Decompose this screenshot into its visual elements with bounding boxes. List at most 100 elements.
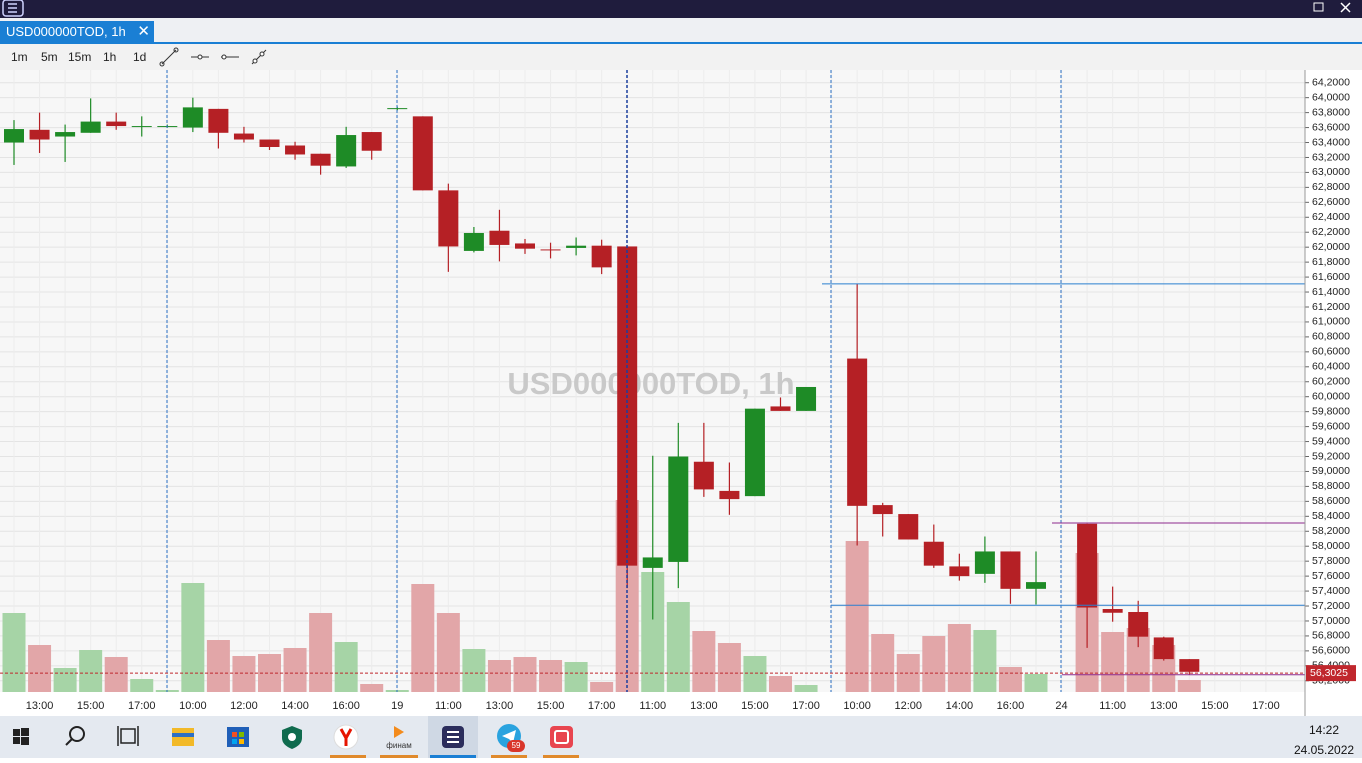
candle-body <box>796 386 817 411</box>
candle-body <box>1000 551 1021 589</box>
candle-body <box>872 505 893 515</box>
candle-body <box>489 230 510 245</box>
interval-button[interactable]: 15m <box>68 50 92 64</box>
volume-bar <box>28 645 52 692</box>
x-tick-label: 11:00 <box>1099 700 1126 712</box>
x-tick-label: 15:00 <box>1201 700 1229 712</box>
x-tick-label: 14:00 <box>946 700 974 712</box>
x-tick-label: 10:00 <box>843 700 871 712</box>
start-button[interactable] <box>13 728 29 745</box>
search-button[interactable] <box>65 726 85 746</box>
taskbar-icons: финам 59 <box>13 716 579 758</box>
volume-bar <box>845 541 869 692</box>
y-tick-label: 60,0000 <box>1312 390 1350 402</box>
taskbar: финам 59 14:22 24.05.2022 <box>0 716 1362 758</box>
explorer[interactable] <box>172 728 194 746</box>
volume-bar <box>692 631 716 692</box>
volume-bar <box>513 657 537 692</box>
volume-bar <box>666 602 690 692</box>
y-tick-label: 64,2000 <box>1312 76 1350 88</box>
candle-body <box>668 456 689 562</box>
volume-bar <box>462 649 486 692</box>
y-tick-label: 57,2000 <box>1312 600 1350 612</box>
interval-button[interactable]: 1d <box>133 50 147 64</box>
volume-bar <box>1101 632 1125 692</box>
volume-bar <box>104 657 128 692</box>
y-tick-label: 60,6000 <box>1312 346 1350 358</box>
y-tick-label: 57,0000 <box>1312 615 1350 627</box>
close-tab[interactable]: ✕ <box>137 23 150 40</box>
candle-body <box>744 408 765 497</box>
y-tick-label: 64,0000 <box>1312 91 1350 103</box>
volume-bar <box>2 613 26 692</box>
volume-bar <box>590 682 614 692</box>
badge <box>507 740 525 752</box>
candle-body <box>310 153 331 166</box>
interval-button[interactable]: 5m <box>41 50 58 64</box>
x-tick-label: 15:00 <box>537 700 565 712</box>
volume-bar <box>360 684 384 692</box>
candle-body <box>387 108 408 110</box>
volume-bar <box>794 685 818 692</box>
y-tick-label: 60,2000 <box>1312 376 1350 388</box>
candle-body <box>29 129 50 140</box>
candle-body <box>1128 612 1149 637</box>
candle-body <box>182 107 203 128</box>
x-tick-label: 15:00 <box>77 700 105 712</box>
badge-count: 59 <box>512 741 521 750</box>
tab[interactable]: USD000000TOD, 1h ✕ <box>0 21 154 42</box>
drawing-tools[interactable] <box>155 44 275 70</box>
x-axis-area <box>0 692 1362 716</box>
volume-bar <box>973 630 997 692</box>
y-tick-label: 63,4000 <box>1312 136 1350 148</box>
yandex-browser[interactable] <box>330 724 366 758</box>
y-tick-label: 57,6000 <box>1312 570 1350 582</box>
store[interactable] <box>227 727 249 747</box>
x-tick-label: 12:00 <box>894 700 922 712</box>
candle-body <box>591 245 612 268</box>
x-tick-label: 19 <box>391 700 403 712</box>
volume-bar <box>232 656 256 692</box>
volume-bar <box>743 656 767 692</box>
finam-app[interactable] <box>380 726 418 758</box>
tab-bar: USD000000TOD, 1h ✕ <box>0 18 1362 44</box>
x-tick-label: 15:00 <box>741 700 769 712</box>
y-tick-label: 60,8000 <box>1312 331 1350 343</box>
day-separators <box>166 70 1062 692</box>
screenshot-app[interactable] <box>543 726 579 758</box>
security-app[interactable] <box>282 726 302 749</box>
finam-label: финам <box>386 741 411 750</box>
x-tick-label: 16:00 <box>332 700 360 712</box>
y-tick-label: 59,0000 <box>1312 465 1350 477</box>
interval-button[interactable]: 1m <box>11 50 28 64</box>
y-tick-label: 59,2000 <box>1312 450 1350 462</box>
y-tick-label: 63,2000 <box>1312 151 1350 163</box>
volume-bar <box>1177 680 1201 692</box>
task-view[interactable] <box>117 726 139 746</box>
clock[interactable]: 14:22 24.05.2022 <box>1294 720 1354 760</box>
interval-button[interactable]: 1h <box>103 50 117 64</box>
y-tick-label: 59,8000 <box>1312 405 1350 417</box>
volume-bar <box>130 679 154 692</box>
x-tick-label: 13:00 <box>690 700 718 712</box>
volume-bar <box>871 634 895 692</box>
candle-body <box>55 132 76 137</box>
candle-body <box>898 514 919 540</box>
candle-body <box>923 541 944 566</box>
y-tick-label: 58,2000 <box>1312 525 1350 537</box>
title-icons <box>2 0 1351 17</box>
volume-bar <box>1126 628 1150 692</box>
candle-body <box>285 145 306 155</box>
x-tick-label: 10:00 <box>179 700 207 712</box>
trading-app[interactable] <box>430 726 476 758</box>
candle-body <box>80 121 101 133</box>
volume-bar <box>539 660 563 692</box>
candle-body <box>847 358 868 506</box>
volume-bar <box>258 654 281 692</box>
candle-body <box>1102 609 1123 613</box>
tab-title: USD000000TOD, 1h <box>6 24 126 39</box>
volume-bar <box>79 650 103 692</box>
candle-body <box>1179 659 1200 672</box>
y-tick-label: 61,0000 <box>1312 316 1350 328</box>
volume-bar <box>309 613 333 692</box>
